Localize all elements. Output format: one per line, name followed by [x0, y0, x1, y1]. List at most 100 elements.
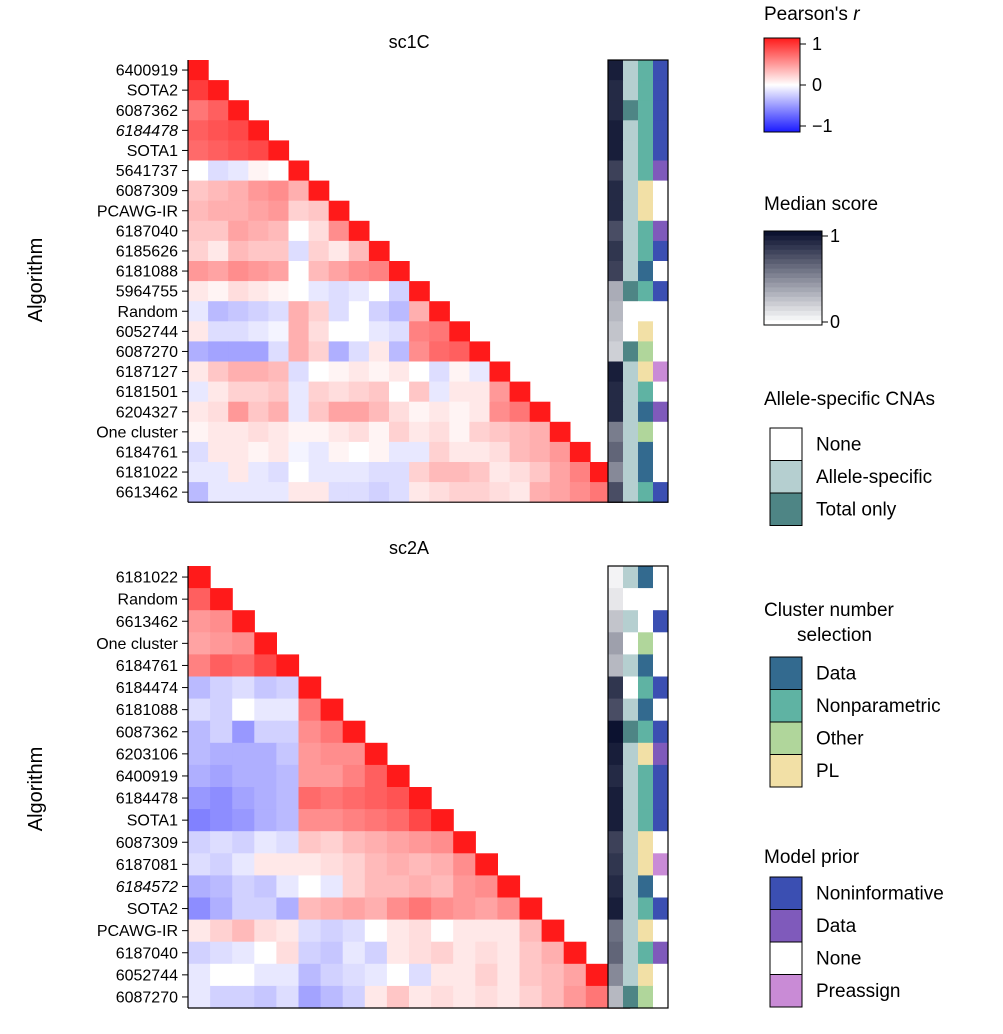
heatmap-cell: [320, 742, 344, 766]
heatmap-cell: [188, 462, 209, 483]
legend-pearson-var: r: [853, 4, 860, 25]
row-label: 6087309: [116, 835, 178, 852]
median-colorbar-step: [764, 235, 822, 241]
heatmap-cell: [228, 160, 249, 182]
heatmap-cell: [248, 240, 269, 262]
model-prior-cell: [653, 341, 669, 363]
model-prior-cell: [653, 200, 669, 222]
median-colorbar-step: [764, 254, 822, 260]
median-score-cell: [608, 482, 624, 503]
row-label: 6184761: [116, 658, 178, 675]
heatmap-cell: [254, 787, 277, 810]
legend-item-label: Noninformative: [816, 883, 944, 904]
heatmap-cell: [210, 897, 233, 921]
heatmap-cell: [288, 401, 310, 423]
heatmap-cell: [232, 809, 255, 832]
heatmap-cell: [348, 381, 370, 403]
heatmap-cell: [364, 963, 388, 987]
heatmap-cell: [188, 441, 209, 463]
heatmap-cell: [188, 80, 209, 101]
heatmap-cell: [188, 341, 209, 363]
heatmap-cell: [368, 321, 390, 342]
model-prior-cell: [653, 588, 669, 611]
legend-pearson-title: Pearson's r: [764, 4, 860, 25]
heatmap-cell: [509, 462, 531, 483]
row-label: One cluster: [96, 424, 178, 441]
heatmap-cell: [188, 240, 209, 262]
heatmap-cell: [276, 941, 300, 965]
heatmap-cell: [188, 831, 211, 854]
heatmap-cell: [188, 180, 209, 202]
row-label: 6187081: [116, 857, 178, 874]
heatmap-panel-sc2A: sc2A Algorithm 6181022 Random 6613462 One clu…: [25, 538, 669, 1009]
allele-cell: [623, 610, 639, 633]
heatmap-cell: [368, 341, 390, 363]
row-label: 5641737: [116, 163, 178, 180]
model-prior-cell: [653, 985, 669, 1009]
median-score-cell: [608, 963, 624, 987]
heatmap-cell: [364, 831, 388, 854]
row-label: 6087309: [116, 183, 178, 200]
allele-cell: [623, 742, 639, 766]
heatmap-cell: [453, 831, 476, 854]
median-score-cell: [608, 897, 624, 921]
heatmap-cell: [228, 140, 249, 162]
heatmap-cell: [409, 875, 432, 899]
heatmap-cell: [386, 919, 410, 943]
median-score-cell: [608, 421, 624, 443]
heatmap-cell: [268, 341, 290, 363]
heatmap-cell: [254, 963, 277, 987]
heatmap-cell: [469, 381, 491, 403]
heatmap-cell: [541, 963, 565, 987]
cluster-selection-cell: [638, 341, 654, 363]
heatmap-cell: [429, 381, 450, 403]
model-prior-cell: [653, 698, 669, 722]
heatmap-cell: [308, 180, 330, 202]
heatmap-cell: [342, 809, 366, 832]
heatmap-cell: [288, 200, 310, 222]
model-prior-cell: [653, 60, 669, 81]
heatmap-cell: [276, 853, 300, 876]
heatmap-cell: [409, 281, 430, 302]
heatmap-cell: [497, 919, 521, 943]
row-label: SOTA1: [127, 143, 178, 160]
median-colorbar-step: [764, 231, 822, 237]
median-colorbar-step: [764, 296, 822, 302]
heatmap-cell: [509, 441, 531, 463]
cluster-selection-cell: [638, 897, 654, 921]
row-label: Random: [118, 304, 178, 321]
row-label: SOTA2: [127, 901, 178, 918]
heatmap-cell: [188, 321, 209, 342]
heatmap-cell: [188, 588, 211, 611]
cluster-selection-cell: [638, 632, 654, 655]
heatmap-cell: [208, 180, 229, 202]
heatmap-cell: [268, 381, 290, 403]
heatmap-cell: [268, 441, 290, 463]
row-label: 6087270: [116, 344, 178, 361]
cluster-selection-cell: [638, 261, 654, 282]
heatmap-cell: [308, 220, 330, 242]
heatmap-cell: [208, 261, 229, 282]
heatmap-cell: [469, 401, 491, 423]
heatmap-cell: [320, 831, 344, 854]
heatmap-cell: [449, 341, 470, 363]
model-prior-cell: [653, 441, 669, 463]
cluster-selection-cell: [638, 566, 654, 589]
median-score-cell: [608, 80, 624, 101]
heatmap-cell: [308, 281, 330, 302]
median-colorbar-step: [764, 282, 822, 288]
cluster-selection-cell: [638, 301, 654, 322]
heatmap-cell: [308, 321, 330, 342]
row-label: 6087270: [116, 989, 178, 1006]
heatmap-cell: [431, 853, 454, 876]
allele-cell: [623, 180, 639, 202]
heatmap-cell: [254, 698, 277, 722]
heatmap-cell: [248, 220, 269, 242]
median-score-cell: [608, 441, 624, 463]
heatmap-cell: [208, 361, 229, 383]
heatmap-cell: [409, 361, 430, 383]
heatmap-cell: [389, 401, 410, 423]
heatmap-cell: [298, 720, 322, 744]
heatmap-cell: [320, 853, 344, 876]
heatmap-cell: [320, 720, 344, 744]
